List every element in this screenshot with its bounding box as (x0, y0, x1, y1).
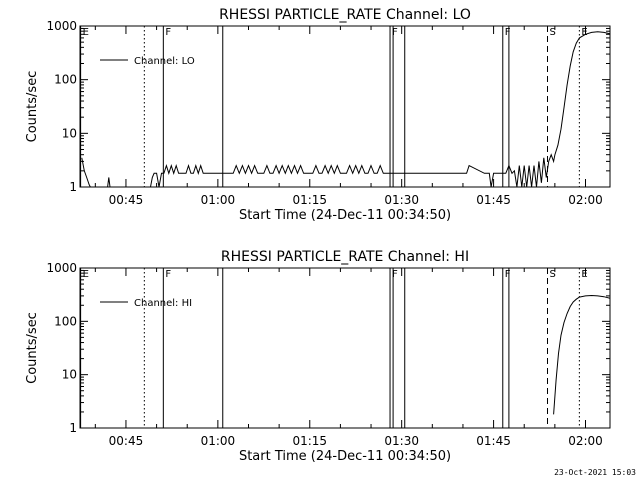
chart-lo-event-marker-label-7: F (505, 27, 511, 38)
chart-lo-series-line-0 (81, 31, 610, 187)
chart-hi-event-marker-label-0: E (83, 269, 89, 280)
chart-hi-axes-frame (79, 267, 611, 429)
chart-hi-y-axis-label: Counts/sec (25, 312, 40, 384)
chart-lo-x-tick-label-5: 02:00 (568, 193, 603, 207)
chart-lo-event-marker-label-9: S (550, 27, 556, 38)
chart-hi-event-marker-label-9: S (550, 269, 556, 280)
chart-lo-x-tick-label-2: 01:15 (292, 193, 327, 207)
chart-lo-y-axis-label: Counts/sec (25, 71, 40, 143)
chart-hi-series-line-0 (553, 294, 610, 415)
chart-lo-title: RHESSI PARTICLE_RATE Channel: LO (219, 7, 471, 23)
chart-hi-legend-label: Channel: HI (134, 298, 192, 309)
chart-hi-event-marker-label-4: F (392, 269, 398, 280)
chart-lo-channel: RHESSI PARTICLE_RATE Channel: LO 00:45 01:… (25, 7, 611, 223)
chart-hi-y-tick-label-0: 1 (69, 421, 77, 435)
chart-hi-x-tick-label-1: 01:00 (201, 434, 236, 448)
chart-hi-x-tick-label-0: 00:45 (109, 434, 144, 448)
chart-hi-event-marker-label-7: F (505, 269, 511, 280)
chart-lo-y-tick-label-0: 1 (69, 180, 77, 194)
chart-hi-title: RHESSI PARTICLE_RATE Channel: HI (221, 249, 469, 265)
chart-lo-y-tick-label-3: 1000 (46, 19, 77, 33)
chart-lo-legend-label: Channel: LO (134, 56, 195, 67)
chart-lo-x-tick-label-3: 01:30 (384, 193, 419, 207)
chart-hi-x-axis-label: Start Time (24-Dec-11 00:34:50) (239, 449, 451, 464)
chart-hi-x-tick-label-4: 01:45 (476, 434, 511, 448)
chart-hi-event-marker-label-2: F (165, 269, 171, 280)
chart-lo-x-tick-label-1: 01:00 (201, 193, 236, 207)
chart-hi-y-tick-label-2: 100 (54, 314, 77, 328)
chart-hi-channel: RHESSI PARTICLE_RATE Channel: HI 00:45 01:… (25, 249, 611, 464)
generation-timestamp: 23-Oct-2021 15:03 (554, 468, 636, 477)
chart-lo-y-tick-label-1: 10 (62, 126, 77, 140)
chart-lo-event-marker-label-4: F (392, 27, 398, 38)
chart-lo-x-axis-label: Start Time (24-Dec-11 00:34:50) (239, 208, 451, 223)
chart-hi-y-tick-label-3: 1000 (46, 261, 77, 275)
chart-hi-y-tick-label-1: 10 (62, 368, 77, 382)
chart-hi-event-marker-label-10: E (581, 269, 587, 280)
chart-lo-x-tick-label-0: 00:45 (109, 193, 144, 207)
chart-hi-x-tick-label-3: 01:30 (384, 434, 419, 448)
chart-hi-x-tick-label-5: 02:00 (568, 434, 603, 448)
chart-lo-event-marker-label-0: E (83, 27, 89, 38)
chart-lo-event-marker-label-10: E (581, 27, 587, 38)
chart-lo-axes-frame (79, 25, 611, 188)
chart-lo-event-marker-label-2: F (165, 27, 171, 38)
chart-hi-x-tick-label-2: 01:15 (292, 434, 327, 448)
chart-lo-x-tick-label-4: 01:45 (476, 193, 511, 207)
chart-lo-y-tick-label-2: 100 (54, 73, 77, 87)
